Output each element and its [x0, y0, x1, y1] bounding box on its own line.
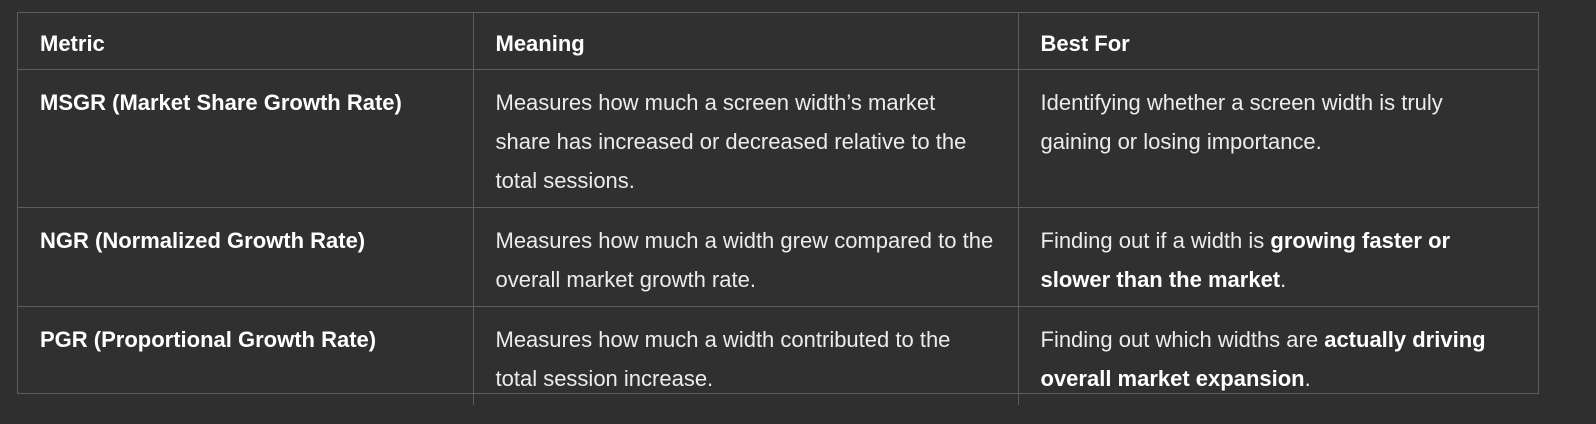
table-row: NGR (Normalized Growth Rate) Measures ho…: [18, 207, 1538, 307]
best-for-cell: Finding out if a width is growing faster…: [1017, 207, 1538, 307]
metric-cell: MSGR (Market Share Growth Rate): [18, 69, 473, 208]
meaning-cell: Measures how much a screen width’s marke…: [472, 69, 1018, 208]
metric-cell: PGR (Proportional Growth Rate): [40, 327, 377, 352]
best-for-text: Finding out which widths are: [1040, 327, 1325, 352]
best-for-emphasis: growing faster or slower than the market: [1040, 228, 1451, 292]
best-for-suffix: .: [1280, 267, 1287, 292]
best-for-emphasis: actually driving overall market expansio…: [1040, 327, 1486, 391]
column-header-meaning: Meaning: [472, 13, 1018, 70]
column-header-metric: Metric: [18, 13, 473, 70]
metrics-table-container: Metric Meaning Best For MSGR (Market Sha…: [17, 12, 1539, 405]
table-header: Metric Meaning Best For: [18, 13, 1538, 70]
metric-cell: NGR (Normalized Growth Rate): [18, 207, 473, 307]
best-for-text: Finding out if a width is: [1040, 228, 1271, 253]
meaning-cell: Measures how much a width contributed to…: [472, 306, 1018, 405]
column-header-best-for: Best For: [1017, 13, 1538, 70]
meaning-cell: Measures how much a width grew compared …: [472, 207, 1018, 307]
table-row: PGR (Proportional Growth Rate) Measures …: [18, 306, 1538, 405]
metrics-table: Metric Meaning Best For MSGR (Market Sha…: [18, 13, 1538, 405]
best-for-cell: Finding out which widths are actually dr…: [1017, 306, 1538, 405]
best-for-cell: Identifying whether a screen width is tr…: [1017, 69, 1538, 208]
table-body: MSGR (Market Share Growth Rate) Measures…: [18, 69, 1538, 405]
best-for-text: Identifying whether a screen width is tr…: [1040, 90, 1443, 154]
header-row: Metric Meaning Best For: [18, 13, 1538, 70]
best-for-suffix: .: [1304, 366, 1311, 391]
table-row: MSGR (Market Share Growth Rate) Measures…: [18, 69, 1538, 208]
